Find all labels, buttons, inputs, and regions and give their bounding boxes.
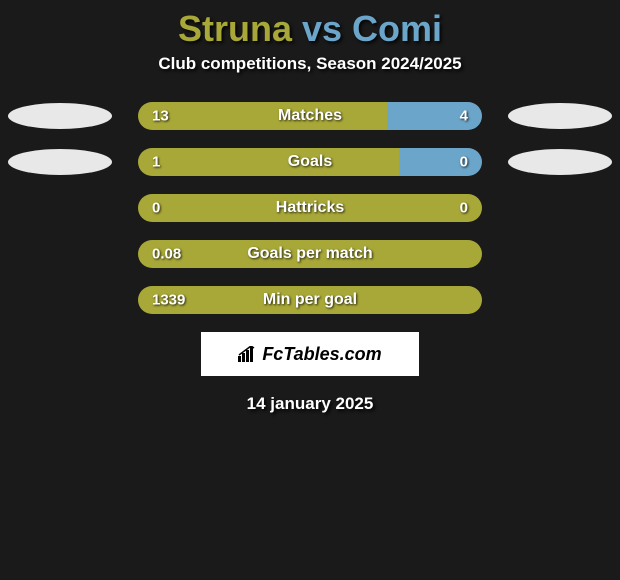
stat-row: Min per goal 1339 [0, 286, 620, 314]
player2-name: Comi [352, 8, 442, 49]
stats-container: Matches 13 4 Goals 1 0 Hattricks 0 0 Goals per ma… [0, 102, 620, 314]
player1-photo-placeholder [8, 149, 112, 175]
stat-bar: Min per goal 1339 [138, 286, 482, 314]
player2-photo-placeholder [508, 149, 612, 175]
stat-row: Matches 13 4 [0, 102, 620, 130]
logo-box: FcTables.com [201, 332, 419, 376]
stat-value-left: 1 [152, 154, 160, 171]
stat-label: Matches [278, 107, 342, 125]
vs-text: vs [302, 8, 342, 49]
stat-value-right: 4 [460, 108, 468, 125]
stat-value-left: 1339 [152, 292, 185, 309]
logo: FcTables.com [238, 344, 381, 365]
stat-value-left: 13 [152, 108, 169, 125]
stat-row: Hattricks 0 0 [0, 194, 620, 222]
stat-value-left: 0.08 [152, 246, 181, 263]
stat-bar-left [138, 102, 387, 130]
stat-label: Hattricks [276, 199, 344, 217]
stat-label: Min per goal [263, 291, 357, 309]
stat-row: Goals per match 0.08 [0, 240, 620, 268]
stat-bar: Goals 1 0 [138, 148, 482, 176]
subtitle: Club competitions, Season 2024/2025 [0, 54, 620, 74]
player2-photo-placeholder [508, 103, 612, 129]
chart-icon [238, 346, 258, 362]
stat-row: Goals 1 0 [0, 148, 620, 176]
player1-photo-placeholder [8, 103, 112, 129]
stat-bar: Goals per match 0.08 [138, 240, 482, 268]
date: 14 january 2025 [0, 394, 620, 414]
comparison-title: Struna vs Comi [0, 0, 620, 54]
stat-label: Goals [288, 153, 332, 171]
stat-bar: Hattricks 0 0 [138, 194, 482, 222]
stat-bar-right [399, 148, 482, 176]
stat-label: Goals per match [247, 245, 372, 263]
logo-text: FcTables.com [262, 344, 381, 365]
player1-name: Struna [178, 8, 292, 49]
stat-bar: Matches 13 4 [138, 102, 482, 130]
stat-value-right: 0 [460, 154, 468, 171]
stat-value-left: 0 [152, 200, 160, 217]
stat-value-right: 0 [460, 200, 468, 217]
stat-bar-left [138, 148, 399, 176]
